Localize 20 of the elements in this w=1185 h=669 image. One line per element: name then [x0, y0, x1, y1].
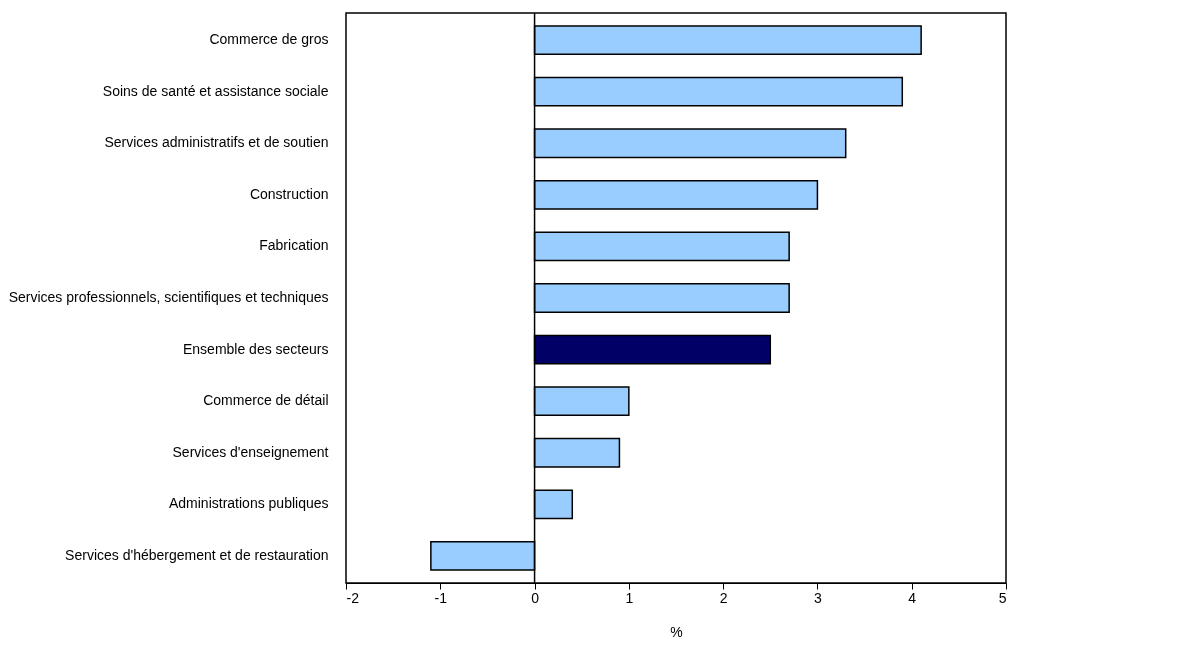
y-tick-label: Construction [249, 185, 329, 202]
x-tick-label: -1 [434, 589, 448, 606]
y-tick-label: Services administratifs et de soutien [104, 134, 329, 151]
y-tick-label: Fabrication [259, 237, 329, 254]
y-tick-label: Services professionnels, scientifiques et techniques [8, 289, 329, 305]
y-tick-label: Soins de santé et assistance sociale [102, 82, 329, 99]
x-tick-label: 0 [531, 589, 540, 606]
x-tick-label: 5 [998, 589, 1007, 606]
x-tick-label: 2 [719, 589, 728, 606]
x-tick-label: 4 [908, 589, 917, 606]
x-tick-label: 3 [814, 589, 823, 606]
x-tick-label: 1 [625, 589, 634, 606]
x-tick-label: -2 [346, 589, 360, 606]
y-tick-label: Ensemble des secteurs [182, 340, 329, 357]
y-tick-label: Administrations publiques [168, 495, 329, 512]
y-tick-label: Services d'hébergement et de restauration [65, 546, 329, 563]
y-tick-label: Commerce de détail [203, 392, 329, 409]
y-tick-label: Services d'enseignement [172, 443, 329, 460]
x-axis-title: % [670, 623, 683, 640]
y-tick-label: Commerce de gros [209, 31, 329, 48]
